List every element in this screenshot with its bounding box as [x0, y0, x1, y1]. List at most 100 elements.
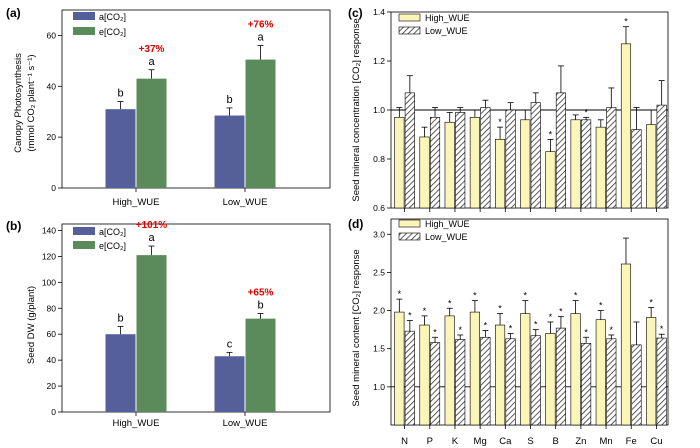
bar	[545, 151, 556, 209]
significance-star: *	[433, 327, 437, 337]
y-tick-label: 100	[42, 277, 56, 287]
panel-b-label: (b)	[6, 219, 21, 233]
y-tick-label: 0	[51, 407, 56, 417]
bar	[555, 327, 566, 426]
y-tick-label: 1.0	[373, 105, 385, 115]
bar	[245, 318, 276, 412]
legend-swatch-high-wue	[398, 13, 421, 22]
panel-c-ylabel: Seed mineral concentration [CO₂] respons…	[351, 18, 362, 201]
bar	[595, 319, 606, 426]
legend-label-low-wue: Low_WUE	[425, 26, 468, 36]
legend-label-elevated: e[CO₂]	[99, 241, 126, 251]
significance-letter: b	[226, 94, 232, 106]
bar	[480, 336, 491, 426]
panel-a-legend: a[CO₂] e[CO₂]	[73, 12, 126, 37]
y-tick-label: 2.0	[373, 306, 385, 316]
x-tick-label: Zn	[575, 436, 586, 447]
y-tick-label: 40	[47, 81, 57, 91]
panel-d-plot: 1.0 1.5 2.0 2.5 3.0 N * * P * * K * * Mg * * Ca * * S * * B * * Zn…	[373, 218, 669, 447]
significance-letter: c	[227, 338, 233, 350]
panel-b-legend: a[CO₂] e[CO₂]	[73, 227, 126, 251]
percent-change-label: +101%	[136, 220, 168, 231]
x-tick-label: B	[553, 436, 559, 447]
bar	[444, 121, 455, 209]
bar	[469, 311, 480, 426]
legend-label-high-wue: High_WUE	[425, 13, 470, 23]
bar	[455, 112, 466, 209]
bar	[505, 338, 516, 426]
significance-star: *	[458, 325, 462, 335]
panel-c-legend: High_WUE Low_WUE	[398, 13, 470, 36]
bar	[555, 92, 566, 209]
bar	[404, 330, 415, 426]
y-tick-label: 1.2	[373, 56, 385, 66]
bar	[495, 324, 506, 426]
significance-star: *	[610, 325, 614, 335]
legend-label-low-wue: Low_WUE	[425, 232, 468, 242]
x-tick-label: High_WUE	[113, 197, 160, 208]
panel-d-ylabel: Seed mineral content [CO₂] response	[351, 249, 362, 406]
legend-swatch-low-wue	[398, 26, 421, 35]
y-tick-label: 2.5	[373, 267, 385, 277]
legend-label-elevated: e[CO₂]	[99, 27, 126, 37]
bar	[245, 59, 276, 189]
y-tick-label: 60	[47, 30, 57, 40]
bar	[394, 117, 405, 209]
x-tick-label: Fe	[626, 436, 637, 447]
significance-letter: a	[257, 32, 264, 44]
bar	[419, 136, 430, 209]
bar	[520, 119, 531, 209]
bar	[581, 119, 592, 209]
significance-star: *	[509, 323, 513, 333]
bar	[505, 109, 516, 209]
panel-a-ylabel-line1: Canopy Photosynthesis	[13, 53, 24, 153]
panel-d-label: (d)	[348, 217, 363, 231]
bar	[570, 119, 581, 209]
bar	[495, 139, 506, 209]
y-tick-label: 3.0	[373, 229, 385, 239]
significance-star: *	[584, 327, 588, 337]
y-tick-label: 140	[42, 225, 56, 235]
bar	[656, 104, 667, 209]
x-tick-label: Ca	[499, 436, 512, 447]
percent-change-label: +76%	[248, 20, 274, 31]
x-tick-label: Mn	[599, 436, 612, 447]
legend-swatch-ambient	[73, 227, 95, 235]
significance-star: *	[549, 129, 553, 139]
bar	[520, 313, 531, 426]
significance-letter: a	[148, 232, 155, 244]
significance-star: *	[660, 324, 664, 334]
y-tick-label: 20	[47, 381, 57, 391]
bar	[455, 339, 466, 426]
significance-star: *	[649, 298, 653, 308]
bar	[429, 117, 441, 209]
significance-letter: b	[117, 88, 123, 100]
x-tick-label: Low_WUE	[223, 197, 268, 208]
plot-frame	[61, 9, 331, 189]
significance-letter: a	[148, 56, 155, 68]
bar	[530, 102, 541, 209]
significance-star: *	[584, 107, 588, 117]
y-tick-label: 80	[47, 303, 57, 313]
legend-swatch-elevated	[73, 241, 95, 249]
bar	[656, 337, 667, 426]
x-tick-label: S	[527, 436, 533, 447]
x-tick-label: Cu	[650, 436, 662, 447]
significance-letter: b	[117, 312, 123, 324]
percent-change-label: +37%	[139, 44, 165, 55]
significance-star: *	[423, 306, 427, 316]
bar	[136, 78, 167, 188]
bar	[214, 115, 245, 188]
panel-b-plot: 0 20 40 60 80 100 120 140 High_WUE b a+101% Low_WUE…	[42, 220, 331, 429]
y-tick-label: 1.4	[373, 7, 385, 17]
significance-star: *	[498, 304, 502, 314]
significance-star: *	[624, 17, 628, 27]
significance-star: *	[398, 289, 402, 299]
y-tick-label: 40	[47, 355, 57, 365]
x-tick-label: N	[401, 436, 408, 447]
y-tick-label: 60	[47, 329, 57, 339]
bar	[105, 109, 136, 188]
bar	[595, 126, 606, 209]
